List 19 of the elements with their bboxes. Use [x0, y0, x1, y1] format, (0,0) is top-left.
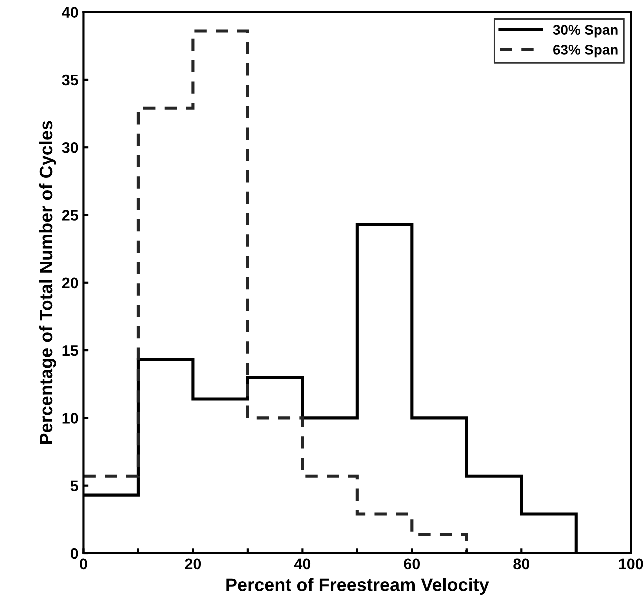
x-tick-label: 80 [514, 558, 530, 570]
x-tick-label: 0 [80, 558, 88, 570]
y-tick-label: 5 [70, 480, 78, 492]
y-axis-title: Percentage of Total Number of Cycles [39, 121, 56, 444]
x-axis-title: Percent of Freestream Velocity [226, 578, 490, 595]
x-tick-label: 20 [185, 558, 202, 570]
y-tick-label: 15 [62, 346, 78, 356]
y-tick-label: 10 [62, 413, 78, 424]
x-tick-label: 60 [404, 558, 420, 570]
legend-label: 63% Span [554, 45, 618, 58]
y-tick-label: 35 [62, 74, 78, 86]
y-tick-label: 30 [62, 142, 78, 154]
x-tick-label: 100 [619, 558, 644, 570]
legend-label: 30% Span [553, 25, 618, 38]
y-tick-label: 20 [62, 278, 78, 289]
y-tick-label: 0 [70, 548, 78, 560]
y-tick-label: 40 [62, 7, 78, 18]
y-tick-label: 25 [62, 210, 78, 221]
x-tick-label: 40 [294, 558, 311, 570]
